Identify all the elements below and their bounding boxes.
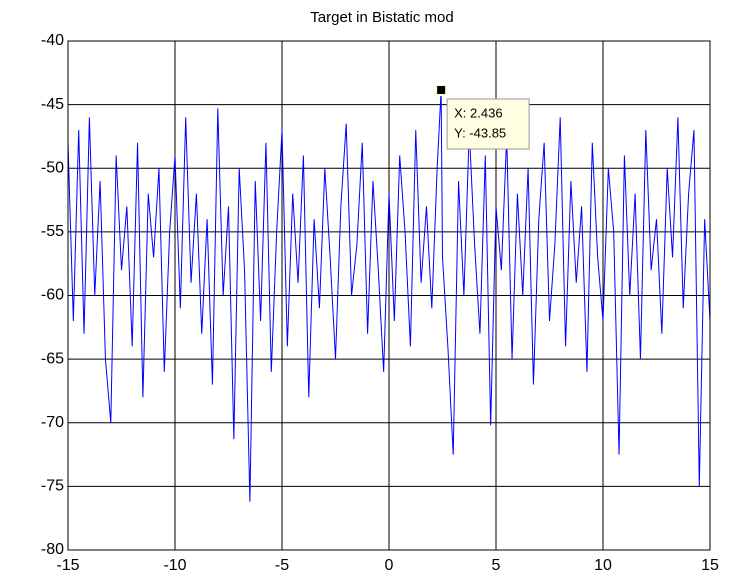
axes-box — [67, 40, 711, 551]
y-tick-label: -60 — [41, 287, 64, 304]
x-tick-label: 10 — [594, 557, 612, 574]
datatip-box — [446, 98, 530, 150]
datatip-marker — [435, 83, 448, 96]
y-tick-label: -80 — [41, 541, 64, 558]
y-tick-label: -50 — [41, 159, 64, 176]
data-line — [67, 89, 711, 502]
y-tick-label: -45 — [41, 96, 64, 113]
x-tick-label: -15 — [56, 557, 79, 574]
x-tick-label: -10 — [163, 557, 186, 574]
y-tick-label: -65 — [41, 350, 64, 367]
x-tick-label: 5 — [492, 557, 501, 574]
datatip-text: Y: -43.85 — [454, 125, 506, 140]
chart-title: Target in Bistatic mod — [310, 9, 453, 26]
x-tick-label: 0 — [385, 557, 394, 574]
y-tick-label: -70 — [41, 414, 64, 431]
y-tick-label: -55 — [41, 223, 64, 240]
x-tick-label: 15 — [701, 557, 719, 574]
x-tick-label: -5 — [275, 557, 289, 574]
y-tick-label: -75 — [41, 478, 64, 495]
datatip-text: X: 2.436 — [454, 105, 502, 120]
y-tick-label: -40 — [41, 32, 64, 49]
